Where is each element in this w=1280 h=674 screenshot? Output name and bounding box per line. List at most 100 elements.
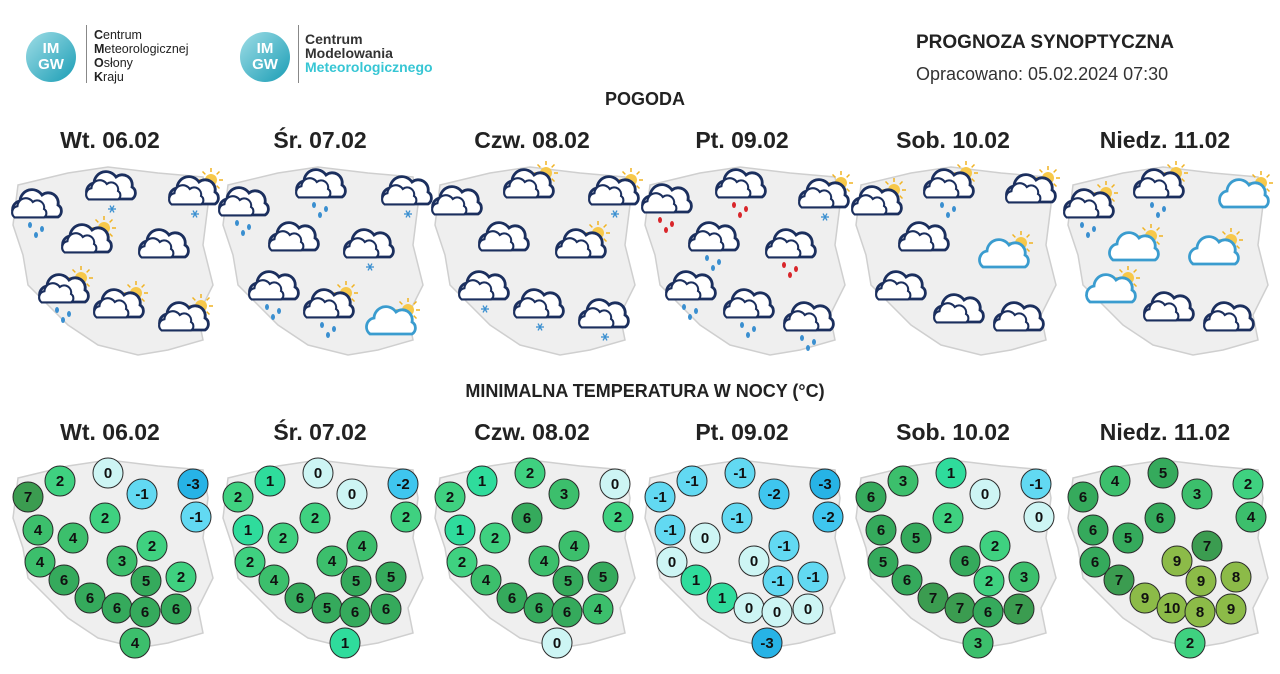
sun-ray — [109, 233, 114, 238]
logo-line: Meteorologicznej — [94, 42, 189, 56]
temp-value: -1 — [806, 569, 819, 586]
cloud — [783, 310, 820, 332]
temp-circle — [721, 502, 753, 534]
temp-circle — [552, 565, 584, 597]
temp-circle — [1003, 593, 1035, 625]
sun-ray — [94, 218, 99, 223]
issued: Opracowano: 05.02.2024 07:30 — [916, 64, 1169, 84]
temp-circle — [48, 564, 80, 596]
day-label: Sob. 10.02 — [896, 127, 1010, 153]
temp-value: 1 — [947, 465, 955, 482]
temp-circle — [973, 565, 1005, 597]
temp-circle — [1020, 468, 1052, 500]
rain-drop — [705, 255, 709, 261]
temp-circle — [119, 627, 151, 659]
sun-ray — [1166, 163, 1171, 168]
temp-value: 4 — [594, 601, 603, 618]
rain-drop — [241, 230, 245, 236]
temp-value: 1 — [692, 572, 700, 589]
temp-value: 6 — [1079, 489, 1087, 506]
temp-circle — [470, 564, 502, 596]
rain-drop — [746, 332, 750, 338]
temp-value: 2 — [177, 569, 185, 586]
rain-drop — [61, 317, 65, 323]
cloud — [851, 194, 888, 216]
temp-value: 5 — [912, 530, 920, 547]
cloud — [268, 230, 305, 252]
temp-circle — [160, 593, 192, 625]
rain-drop — [688, 314, 692, 320]
temp-value: 4 — [270, 572, 279, 589]
temp-circle — [724, 457, 756, 489]
temp-circle — [935, 457, 967, 489]
temp-value: 4 — [570, 538, 579, 555]
rain-drop — [1150, 202, 1154, 208]
temp-value: 8 — [1232, 569, 1240, 586]
day-label: Niedz. 11.02 — [1100, 419, 1230, 445]
sun-ray — [1111, 183, 1116, 188]
cloud — [978, 238, 1030, 269]
temp-circle — [558, 530, 590, 562]
temp-circle — [1174, 627, 1206, 659]
temp-circle — [969, 478, 1001, 510]
sun-ray — [831, 173, 836, 178]
temp-circle — [541, 627, 573, 659]
rain-drop — [1156, 212, 1160, 218]
temp-value: -1 — [685, 473, 698, 490]
rain-drop — [806, 345, 810, 351]
day-label: Pt. 09.02 — [695, 419, 788, 445]
badge-text: GW — [252, 56, 278, 73]
temp-value: -1 — [771, 573, 784, 590]
sun-ray — [86, 268, 91, 273]
temp-circle — [761, 596, 793, 628]
cloud — [138, 237, 175, 259]
day-label: Czw. 08.02 — [474, 127, 589, 153]
temp-value: 5 — [1159, 465, 1167, 482]
temp-circle — [511, 502, 543, 534]
cloud — [168, 184, 205, 206]
title: PROGNOZA SYNOPTYCZNA — [916, 32, 1174, 53]
temp-circle — [1184, 596, 1216, 628]
temp-circle — [1103, 564, 1135, 596]
temp-value: 4 — [328, 553, 337, 570]
temp-value: 1 — [718, 590, 726, 607]
temp-value: 0 — [804, 601, 812, 618]
rain-drop — [740, 322, 744, 328]
temp-circle — [284, 582, 316, 614]
temp-circle — [129, 596, 161, 628]
cloud — [478, 230, 515, 252]
sun-ray — [636, 170, 641, 175]
day-label: Wt. 06.02 — [60, 127, 160, 153]
temp-value: -1 — [653, 489, 666, 506]
snowflake — [367, 263, 373, 271]
cloud — [1085, 273, 1137, 304]
temp-value: 1 — [478, 473, 486, 490]
cloud — [1188, 235, 1240, 266]
temp-value: 4 — [34, 522, 43, 539]
sun-ray — [1156, 241, 1161, 246]
temp-circle — [375, 561, 407, 593]
rain-drop — [682, 304, 686, 310]
temp-value: 9 — [1227, 601, 1235, 618]
temp-value: -3 — [186, 476, 199, 493]
temp-value: 7 — [1203, 538, 1211, 555]
temp-value: 2 — [402, 509, 410, 526]
sun-ray — [1181, 178, 1186, 183]
temp-circle — [1077, 514, 1109, 546]
rain-drop — [694, 308, 698, 314]
temp-circle — [654, 514, 686, 546]
sun-ray — [141, 283, 146, 288]
logo-badge: IM GW — [240, 32, 290, 82]
temp-value: 3 — [1193, 486, 1201, 503]
sun-ray — [206, 311, 211, 316]
rain-drop — [658, 217, 662, 223]
cloud — [723, 297, 760, 319]
temp-circle — [234, 546, 266, 578]
sun-ray — [1251, 173, 1256, 178]
sun-ray — [336, 283, 341, 288]
cloud — [555, 237, 592, 259]
logo-line: Kraju — [94, 70, 124, 84]
sun-ray — [216, 185, 221, 190]
sun-ray — [1053, 183, 1058, 188]
sun-ray — [536, 163, 541, 168]
